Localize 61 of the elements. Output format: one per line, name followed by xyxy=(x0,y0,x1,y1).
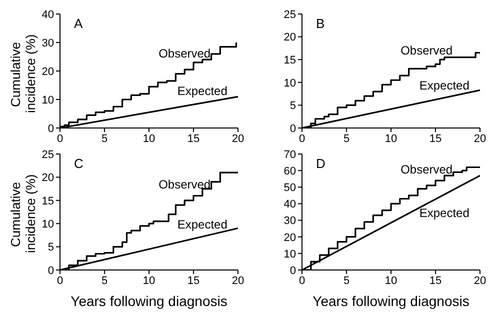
series-label: Expected xyxy=(419,206,470,220)
x-tick-label: 10 xyxy=(142,274,156,287)
x-tick-label: 5 xyxy=(101,132,108,145)
x-tick-label: 0 xyxy=(298,274,306,287)
y-tick-label: 0 xyxy=(48,264,54,277)
series-label: Expected xyxy=(419,78,470,93)
x-tick-label: 5 xyxy=(343,132,350,145)
x-tick-label: 10 xyxy=(384,132,398,145)
y-tick-label: 0 xyxy=(48,122,54,135)
x-axis-title: Years following diagnosis xyxy=(312,293,470,309)
x-tick-label: 20 xyxy=(232,274,244,287)
x-tick-label: 0 xyxy=(56,132,64,145)
x-tick-label: 0 xyxy=(298,132,306,145)
chart-title: B xyxy=(316,16,325,31)
x-tick-label: 15 xyxy=(429,274,442,287)
x-tick-label: 0 xyxy=(56,274,64,287)
y-tick-label: 20 xyxy=(42,172,54,184)
y-tick-label: 5 xyxy=(290,100,296,112)
x-tick-label: 10 xyxy=(384,274,398,287)
chart-title: D xyxy=(316,156,326,171)
y-tick-label: 70 xyxy=(284,148,296,161)
series-label: Observed xyxy=(400,162,453,176)
x-tick-label: 15 xyxy=(187,132,200,145)
x-tick-label: 10 xyxy=(142,132,156,145)
y-tick-label: 15 xyxy=(284,54,296,67)
y-tick-label: 0 xyxy=(290,122,296,135)
x-tick-label: 20 xyxy=(232,132,244,145)
y-tick-label: 20 xyxy=(284,32,296,44)
x-tick-label: 20 xyxy=(474,274,486,287)
y-tick-label: 10 xyxy=(284,248,296,260)
x-axis-title: Years following diagnosis xyxy=(70,293,228,309)
chart-title: C xyxy=(74,156,84,171)
y-tick-label: 25 xyxy=(284,8,296,21)
y-tick-label: 40 xyxy=(284,198,296,211)
chart-title: A xyxy=(74,16,83,31)
y-tick-label: 25 xyxy=(42,148,54,161)
x-tick-label: 5 xyxy=(343,274,350,287)
y-tick-label: 50 xyxy=(284,182,296,194)
y-tick-label: 30 xyxy=(284,215,296,228)
y-tick-label: 40 xyxy=(42,8,54,21)
x-tick-label: 20 xyxy=(474,132,486,145)
y-tick-label: 0 xyxy=(290,264,296,277)
x-tick-label: 15 xyxy=(429,132,442,145)
y-tick-label: 30 xyxy=(42,37,54,50)
y-tick-label: 15 xyxy=(42,195,54,208)
y-tick-label: 20 xyxy=(42,66,54,78)
series-label: Expected xyxy=(177,84,228,98)
x-tick-label: 15 xyxy=(187,274,200,287)
y-tick-label: 5 xyxy=(48,242,54,254)
x-tick-label: 5 xyxy=(101,274,108,287)
y-tick-label: 10 xyxy=(284,77,296,90)
series-label: Observed xyxy=(400,43,453,58)
series-label: Expected xyxy=(177,218,228,232)
y-axis-title: Cumulative incidence (%) xyxy=(8,174,38,254)
y-tick-label: 20 xyxy=(284,232,296,244)
series-label: Observed xyxy=(158,46,211,61)
y-tick-label: 10 xyxy=(42,218,54,231)
y-axis-title: Cumulative incidence (%) xyxy=(8,34,38,114)
series-label: Observed xyxy=(158,177,211,192)
y-tick-label: 60 xyxy=(284,165,296,178)
y-tick-label: 10 xyxy=(42,94,54,106)
